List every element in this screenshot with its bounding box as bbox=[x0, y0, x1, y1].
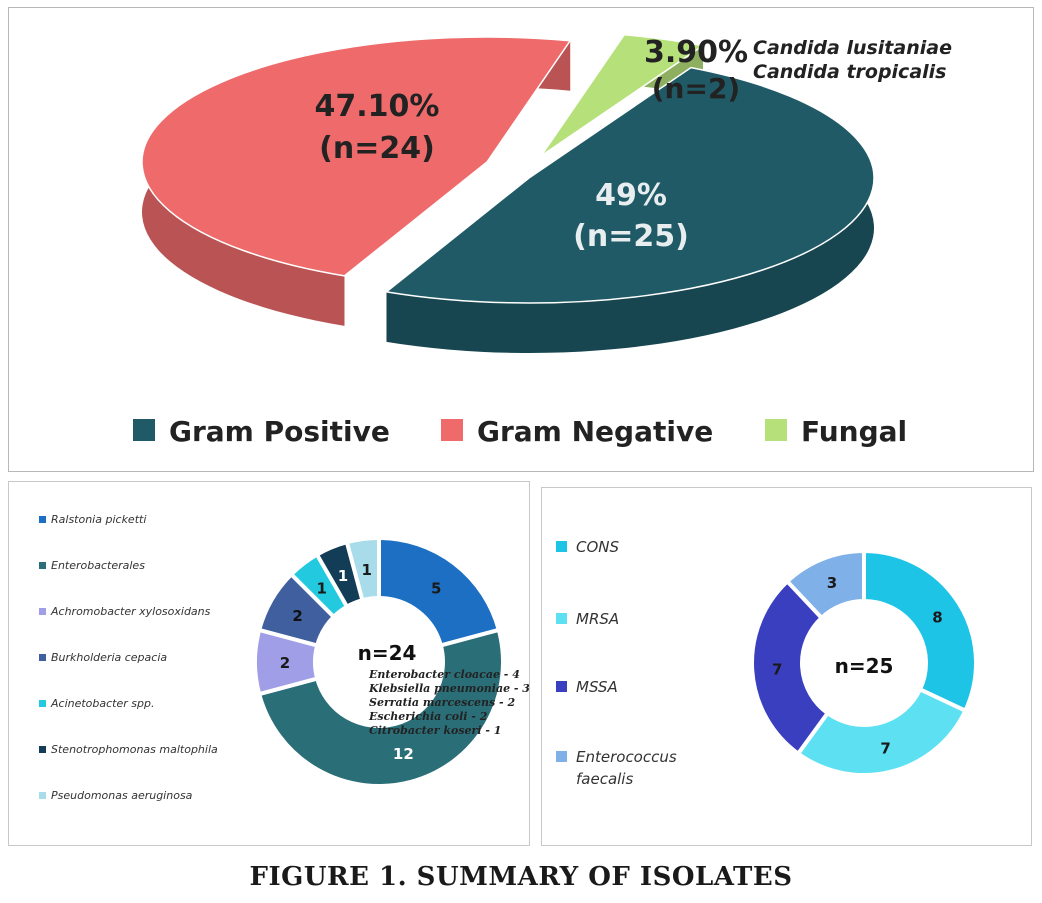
gram-positive-donut-panel: CONS MRSA MSSA Enterococcus faecalis 8 7 7 3 n=… bbox=[541, 487, 1032, 846]
donut-slice-cons bbox=[862, 548, 978, 714]
legend-label-acinetobacter-spp: Acinetobacter spp. bbox=[50, 697, 154, 710]
gram-negative-legend: Ralstonia picketti Enterobacterales Achrom… bbox=[39, 513, 218, 802]
figure-caption: FIGURE 1. SUMMARY OF ISOLATES bbox=[249, 862, 793, 892]
donut-slice-enterococcus-faecalis bbox=[784, 548, 866, 621]
legend-label-mssa: MSSA bbox=[576, 678, 618, 696]
pie-slice-fungal bbox=[540, 33, 705, 157]
gram-positive-legend: CONS MRSA MSSA Enterococcus faecalis bbox=[556, 538, 677, 788]
legend-swatch-mrsa bbox=[556, 613, 567, 624]
legend-swatch-mssa bbox=[556, 681, 567, 692]
gram-negative-count-label: (n=24) bbox=[319, 131, 435, 166]
legend-label-stenotrophomonas-maltophila: Stenotrophomonas maltophila bbox=[51, 743, 218, 756]
legend-swatch-gram-positive bbox=[133, 419, 155, 441]
donut-value-burkholderia-cepacia: 2 bbox=[292, 607, 302, 625]
breakdown-line-3: Serratia marcescens - 2 bbox=[369, 696, 515, 709]
legend-label-burkholderia-cepacia: Burkholderia cepacia bbox=[51, 651, 167, 664]
legend-label-gram-positive: Gram Positive bbox=[169, 415, 390, 448]
donut-value-stenotrophomonas-maltophila: 1 bbox=[338, 567, 348, 585]
legend-swatch-stenotrophomonas-maltophila bbox=[39, 746, 46, 753]
legend-label-achromobacter-xylosoxidans: Achromobacter xylosoxidans bbox=[50, 605, 211, 618]
donut-value-enterobacterales: 12 bbox=[393, 745, 414, 763]
legend-swatch-burkholderia-cepacia bbox=[39, 654, 46, 661]
donut-value-achromobacter-xylosoxidans: 2 bbox=[280, 654, 290, 672]
legend-swatch-enterococcus-faecalis bbox=[556, 751, 567, 762]
legend-label-mrsa: MRSA bbox=[576, 610, 619, 628]
donut-value-acinetobacter-spp: 1 bbox=[317, 579, 327, 597]
breakdown-line-5: Citrobacter koseri - 1 bbox=[369, 724, 501, 737]
donut-slice-mssa bbox=[750, 578, 831, 757]
fungal-percent-label: 3.90% bbox=[644, 35, 748, 70]
legend-label-cons: CONS bbox=[576, 538, 620, 556]
main-pie-legend: Gram Positive Gram Negative Fungal bbox=[133, 415, 907, 448]
pie-side-gram-positive bbox=[386, 67, 875, 353]
donut-value-mrsa: 7 bbox=[880, 739, 890, 757]
donut-slice-enterobacterales bbox=[256, 627, 505, 788]
donut-value-ralstonia-picketti: 5 bbox=[431, 579, 441, 597]
isolate-type-pie-chart: 47.10% (n=24) 49% (n=25) 3.90% (n=2) Can… bbox=[133, 33, 952, 448]
gram-positive-donut-chart: CONS MRSA MSSA Enterococcus faecalis 8 7 7 3 n=… bbox=[556, 538, 978, 788]
legend-label-fungal: Fungal bbox=[801, 415, 907, 448]
legend-swatch-achromobacter-xylosoxidans bbox=[39, 608, 46, 615]
legend-swatch-ralstonia-picketti bbox=[39, 516, 46, 523]
enterobacterales-breakdown: Enterobacter cloacae - 4 Klebsiella pneu… bbox=[368, 668, 529, 737]
breakdown-line-4: Escherichia coli - 2 bbox=[368, 710, 488, 723]
legend-swatch-enterobacterales bbox=[39, 562, 46, 569]
donut-value-cons: 8 bbox=[932, 608, 942, 626]
donut-value-mssa: 7 bbox=[772, 660, 782, 678]
gram-negative-center-label: n=24 bbox=[358, 641, 417, 665]
legend-label-gram-negative: Gram Negative bbox=[477, 415, 713, 448]
legend-swatch-gram-negative bbox=[441, 419, 463, 441]
pie-slice-gram-positive bbox=[384, 66, 875, 304]
legend-swatch-fungal bbox=[765, 419, 787, 441]
donut-slice-ralstonia-picketti bbox=[377, 535, 502, 648]
gram-positive-count-label: (n=25) bbox=[573, 219, 689, 254]
main-pie-panel: 47.10% (n=24) 49% (n=25) 3.90% (n=2) Can… bbox=[8, 7, 1034, 472]
legend-label-ralstonia-picketti: Ralstonia picketti bbox=[51, 513, 146, 526]
fungal-count-label: (n=2) bbox=[652, 72, 740, 105]
gram-positive-center-label: n=25 bbox=[835, 654, 894, 678]
legend-swatch-pseudomonas-aeruginosa bbox=[39, 792, 46, 799]
donut-slice-pseudomonas-aeruginosa bbox=[344, 535, 381, 603]
donut-slice-mrsa bbox=[795, 686, 969, 777]
legend-label-pseudomonas-aeruginosa: Pseudomonas aeruginosa bbox=[51, 789, 193, 802]
fungal-annotation-1: Candida lusitaniae bbox=[753, 37, 952, 59]
gram-negative-percent-label: 47.10% bbox=[315, 89, 440, 124]
breakdown-line-1: Enterobacter cloacae - 4 bbox=[368, 668, 520, 681]
legend-label-enterococcus-faecalis: Enterococcus faecalis bbox=[576, 748, 677, 788]
gram-negative-donut-chart: Ralstonia picketti Enterobacterales Achrom… bbox=[39, 513, 529, 802]
pie-slice-gram-negative bbox=[141, 36, 572, 277]
legend-label-enterobacterales: Enterobacterales bbox=[51, 559, 145, 572]
donut-value-enterococcus-faecalis: 3 bbox=[827, 574, 837, 592]
fungal-annotation-2: Candida tropicalis bbox=[753, 61, 946, 83]
gram-positive-percent-label: 49% bbox=[595, 178, 667, 213]
legend-swatch-cons bbox=[556, 541, 567, 552]
breakdown-line-2: Klebsiella pneumoniae - 3 bbox=[368, 682, 529, 695]
legend-swatch-acinetobacter-spp bbox=[39, 700, 46, 707]
donut-value-pseudomonas-aeruginosa: 1 bbox=[362, 561, 372, 579]
gram-negative-donut-panel: Ralstonia picketti Enterobacterales Achrom… bbox=[8, 481, 530, 846]
